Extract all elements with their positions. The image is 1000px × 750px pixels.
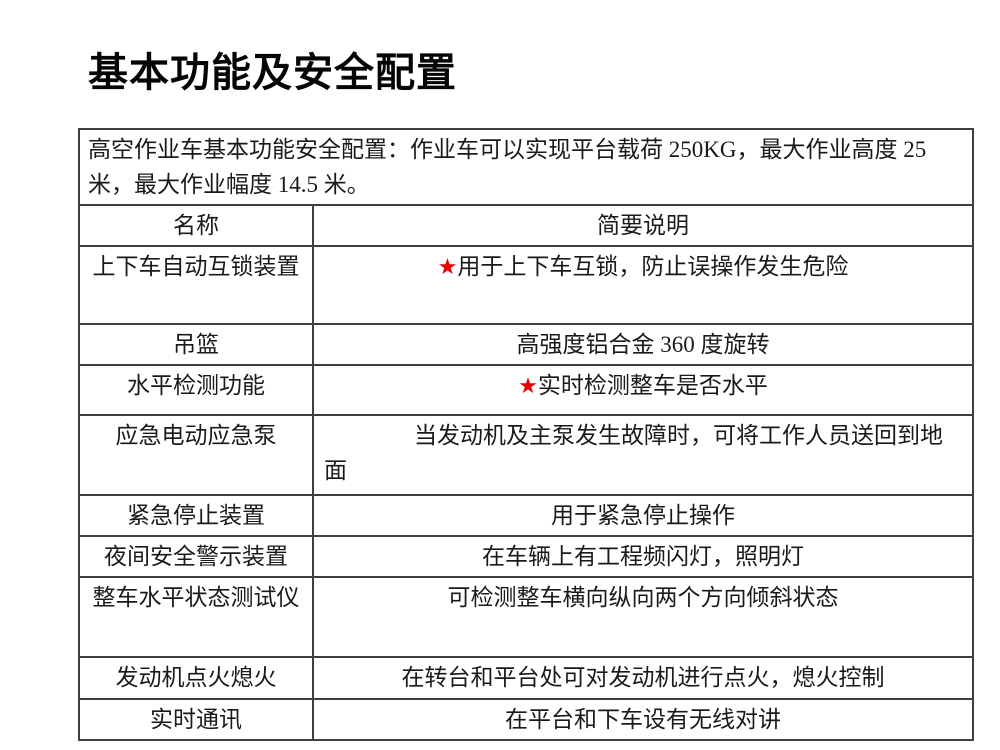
feature-name-cell: 整车水平状态测试仪 bbox=[78, 576, 314, 658]
feature-desc-text: 在平台和下车设有无线对讲 bbox=[505, 707, 781, 732]
feature-name-cell: 吊篮 bbox=[78, 323, 314, 366]
spec-table: 高空作业车基本功能安全配置：作业车可以实现平台载荷 250KG，最大作业高度 2… bbox=[77, 128, 975, 741]
feature-name-cell: 上下车自动互锁装置 bbox=[78, 245, 314, 325]
spec-table-body: 高空作业车基本功能安全配置：作业车可以实现平台载荷 250KG，最大作业高度 2… bbox=[77, 128, 975, 741]
feature-desc-text: 可检测整车横向纵向两个方向倾斜状态 bbox=[447, 585, 839, 610]
table-row: 吊篮 高强度铝合金 360 度旋转 bbox=[78, 323, 975, 366]
feature-name-cell: 夜间安全警示装置 bbox=[78, 535, 314, 578]
intro-row: 高空作业车基本功能安全配置：作业车可以实现平台载荷 250KG，最大作业高度 2… bbox=[77, 128, 975, 206]
table-row: 整车水平状态测试仪 可检测整车横向纵向两个方向倾斜状态 bbox=[78, 576, 975, 658]
feature-desc-cell: 可检测整车横向纵向两个方向倾斜状态 bbox=[311, 576, 975, 658]
feature-desc-cell: 在车辆上有工程频闪灯，照明灯 bbox=[311, 535, 975, 578]
feature-name-cell: 实时通讯 bbox=[78, 698, 314, 741]
table-row: 夜间安全警示装置 在车辆上有工程频闪灯，照明灯 bbox=[78, 535, 975, 578]
feature-desc-cell: 在平台和下车设有无线对讲 bbox=[311, 698, 975, 741]
feature-desc-text: 用于上下车互锁，防止误操作发生危险 bbox=[457, 254, 849, 279]
table-row: 紧急停止装置 用于紧急停止操作 bbox=[78, 494, 975, 537]
feature-name-cell: 应急电动应急泵 bbox=[78, 414, 314, 496]
col-header-name: 名称 bbox=[78, 204, 314, 247]
feature-desc-text: 用于紧急停止操作 bbox=[551, 503, 735, 528]
feature-name-cell: 水平检测功能 bbox=[78, 364, 314, 416]
feature-desc-text: 在车辆上有工程频闪灯，照明灯 bbox=[482, 544, 804, 569]
feature-desc-cell: 用于紧急停止操作 bbox=[311, 494, 975, 537]
table-row: 发动机点火熄火 在转台和平台处可对发动机进行点火，熄火控制 bbox=[78, 656, 975, 700]
table-intro-cell: 高空作业车基本功能安全配置：作业车可以实现平台载荷 250KG，最大作业高度 2… bbox=[77, 128, 975, 206]
star-icon: ★ bbox=[437, 255, 458, 280]
feature-desc-text: 当发动机及主泵发生故障时，可将工作人员送回到地面 bbox=[324, 423, 943, 483]
table-row: 水平检测功能 ★实时检测整车是否水平 bbox=[78, 364, 975, 416]
feature-desc-cell: 在转台和平台处可对发动机进行点火，熄火控制 bbox=[311, 656, 975, 700]
feature-desc-cell: ★实时检测整车是否水平 bbox=[311, 364, 975, 416]
feature-name-cell: 发动机点火熄火 bbox=[78, 656, 314, 700]
page-title: 基本功能及安全配置 bbox=[88, 51, 457, 95]
feature-desc-cell: 当发动机及主泵发生故障时，可将工作人员送回到地面 bbox=[311, 414, 975, 496]
table-row: 实时通讯 在平台和下车设有无线对讲 bbox=[78, 698, 975, 741]
table-row: 应急电动应急泵 当发动机及主泵发生故障时，可将工作人员送回到地面 bbox=[78, 414, 975, 496]
star-icon: ★ bbox=[518, 374, 538, 399]
feature-desc-text: 实时检测整车是否水平 bbox=[537, 373, 768, 398]
feature-desc-cell: ★用于上下车互锁，防止误操作发生危险 bbox=[311, 245, 975, 325]
feature-desc-text: 高强度铝合金 360 度旋转 bbox=[516, 332, 770, 357]
table-row: 上下车自动互锁装置 ★用于上下车互锁，防止误操作发生危险 bbox=[78, 245, 975, 325]
col-header-desc: 简要说明 bbox=[311, 204, 975, 247]
feature-name-cell: 紧急停止装置 bbox=[78, 494, 314, 537]
header-row: 名称 简要说明 bbox=[78, 204, 975, 247]
feature-desc-text: 在转台和平台处可对发动机进行点火，熄火控制 bbox=[401, 665, 885, 690]
feature-desc-cell: 高强度铝合金 360 度旋转 bbox=[311, 323, 975, 366]
